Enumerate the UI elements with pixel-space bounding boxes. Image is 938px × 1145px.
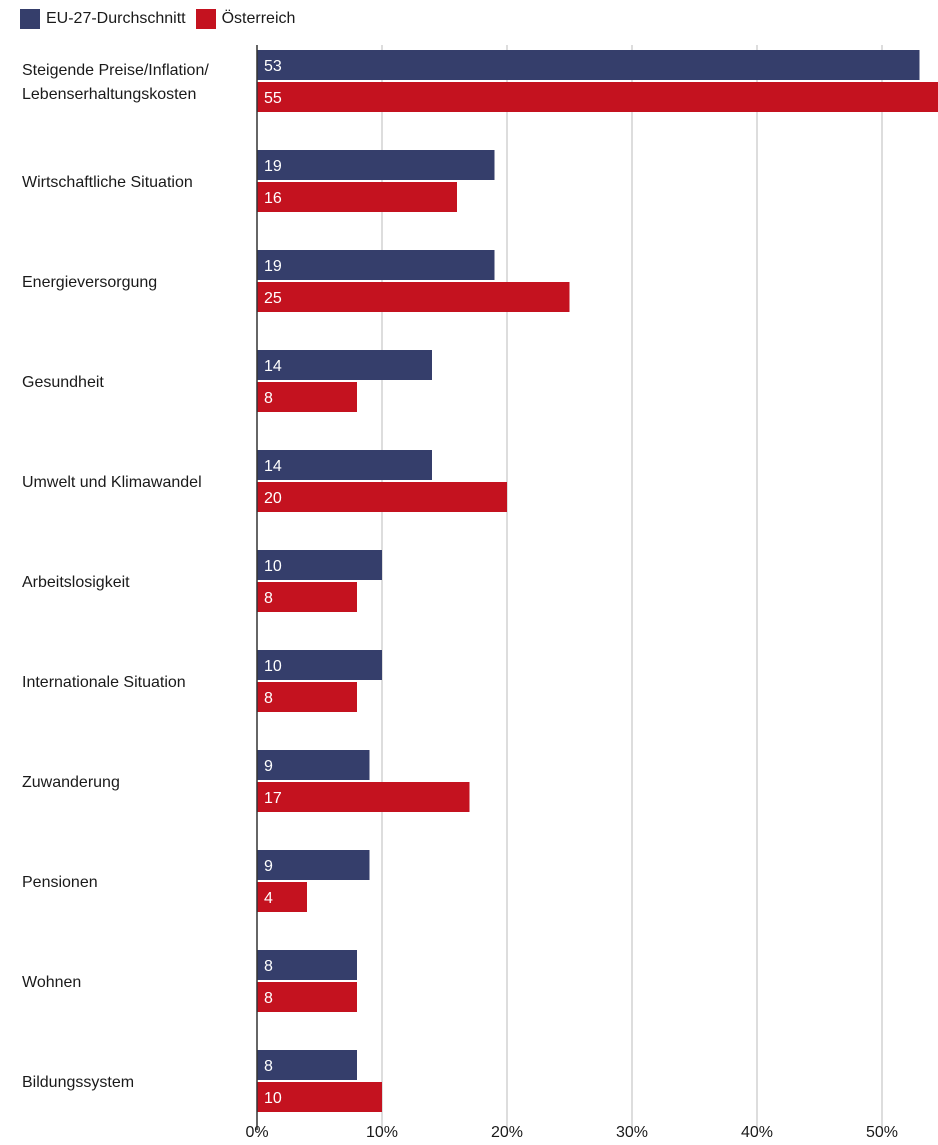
bar <box>257 282 570 312</box>
bar-value-label: 8 <box>264 590 273 607</box>
bar <box>257 350 432 380</box>
bar-value-label: 8 <box>264 1058 273 1075</box>
category-label: Wohnen <box>22 974 81 991</box>
x-tick-label: 50% <box>866 1124 898 1141</box>
x-tick-label: 10% <box>366 1124 398 1141</box>
bar-value-label: 20 <box>264 490 282 507</box>
bar-value-label: 9 <box>264 758 273 775</box>
bar <box>257 782 470 812</box>
category-label: Bildungssystem <box>22 1074 134 1091</box>
x-tick-label: 20% <box>491 1124 523 1141</box>
bar-value-label: 17 <box>264 790 282 807</box>
category-label: Zuwanderung <box>22 774 120 791</box>
bar <box>257 50 920 80</box>
bar <box>257 750 370 780</box>
bar <box>257 182 457 212</box>
bar-value-label: 8 <box>264 990 273 1007</box>
bar-value-label: 19 <box>264 258 282 275</box>
category-label: Umwelt und Klimawandel <box>22 474 202 491</box>
bar <box>257 482 507 512</box>
bar-value-label: 16 <box>264 190 282 207</box>
category-label: Steigende Preise/Inflation/ <box>22 62 209 79</box>
bar-value-label: 10 <box>264 558 282 575</box>
x-tick-label: 0% <box>245 1124 268 1141</box>
bar-value-label: 19 <box>264 158 282 175</box>
category-label: Lebenserhaltungskosten <box>22 86 196 103</box>
category-label: Pensionen <box>22 874 98 891</box>
category-label: Wirtschaftliche Situation <box>22 174 193 191</box>
bar-value-label: 53 <box>264 58 282 75</box>
bar-value-label: 4 <box>264 890 273 907</box>
bar-value-label: 25 <box>264 290 282 307</box>
bar-value-label: 10 <box>264 1090 282 1107</box>
bar-value-label: 8 <box>264 958 273 975</box>
category-label: Internationale Situation <box>22 674 186 691</box>
bar <box>257 150 495 180</box>
bar <box>257 250 495 280</box>
bar-value-label: 8 <box>264 390 273 407</box>
bar-value-label: 14 <box>264 458 282 475</box>
bar <box>257 450 432 480</box>
category-label: Energieversorgung <box>22 274 157 291</box>
bar <box>257 82 938 112</box>
bar-value-label: 8 <box>264 690 273 707</box>
bar-value-label: 10 <box>264 658 282 675</box>
category-label: Gesundheit <box>22 374 104 391</box>
x-tick-label: 40% <box>741 1124 773 1141</box>
bar-value-label: 55 <box>264 90 282 107</box>
bar <box>257 850 370 880</box>
bar-value-label: 14 <box>264 358 282 375</box>
x-tick-label: 30% <box>616 1124 648 1141</box>
bar-value-label: 9 <box>264 858 273 875</box>
category-label: Arbeitslosigkeit <box>22 574 130 591</box>
